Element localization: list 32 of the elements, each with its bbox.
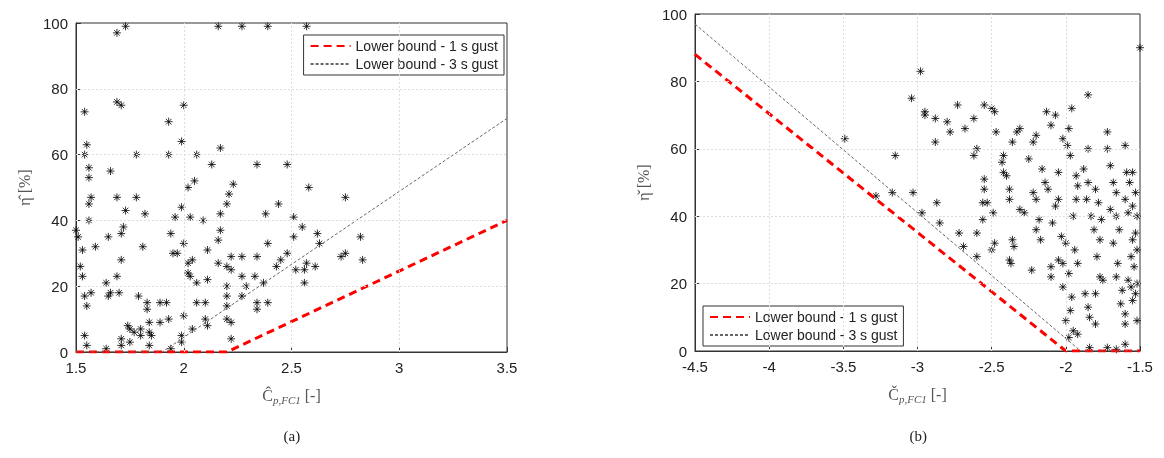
y-tick-label: 60	[670, 140, 687, 158]
y-tick-label: 60	[51, 146, 68, 164]
x-tick-label: -3	[910, 358, 925, 375]
text: (a)	[283, 427, 301, 445]
x-tick-label: -2	[1059, 358, 1073, 375]
y-tick-label: 40	[670, 207, 687, 225]
y-tick-label: 100	[661, 5, 687, 23]
x-tick-label: -2.5	[978, 358, 1005, 375]
x-tick-label: 3	[395, 359, 404, 376]
y-tick-label: 0	[59, 343, 68, 361]
y-axis-title: η̂ [%]	[15, 169, 34, 206]
legend-label: Lower bound - 3 s gust	[755, 327, 898, 343]
x-tick-label: 2.5	[281, 359, 302, 376]
legend-label: Lower bound - 1 s gust	[355, 38, 499, 54]
text: (b)	[909, 427, 927, 445]
y-tick-label: 80	[670, 72, 687, 90]
y-tick-label: 0	[678, 342, 687, 360]
y-axis-title: η̌ [%]	[634, 164, 653, 201]
y-tick-label: 80	[51, 80, 68, 98]
x-tick-label: -4	[762, 358, 776, 375]
x-tick-label: -1.5	[1127, 358, 1153, 375]
x-tick-label: -4.5	[682, 358, 708, 375]
x-tick-label: 2	[179, 359, 188, 376]
legend-label: Lower bound - 3 s gust	[355, 56, 499, 72]
y-tick-label: 20	[51, 277, 68, 295]
y-tick-label: 20	[670, 275, 687, 293]
x-tick-label: -3.5	[830, 358, 857, 375]
x-tick-label: 1.5	[65, 359, 87, 376]
y-tick-label: 40	[51, 211, 68, 229]
x-tick-label: 3.5	[496, 359, 518, 376]
legend-label: Lower bound - 1 s gust	[755, 309, 898, 325]
y-tick-label: 100	[42, 14, 68, 32]
